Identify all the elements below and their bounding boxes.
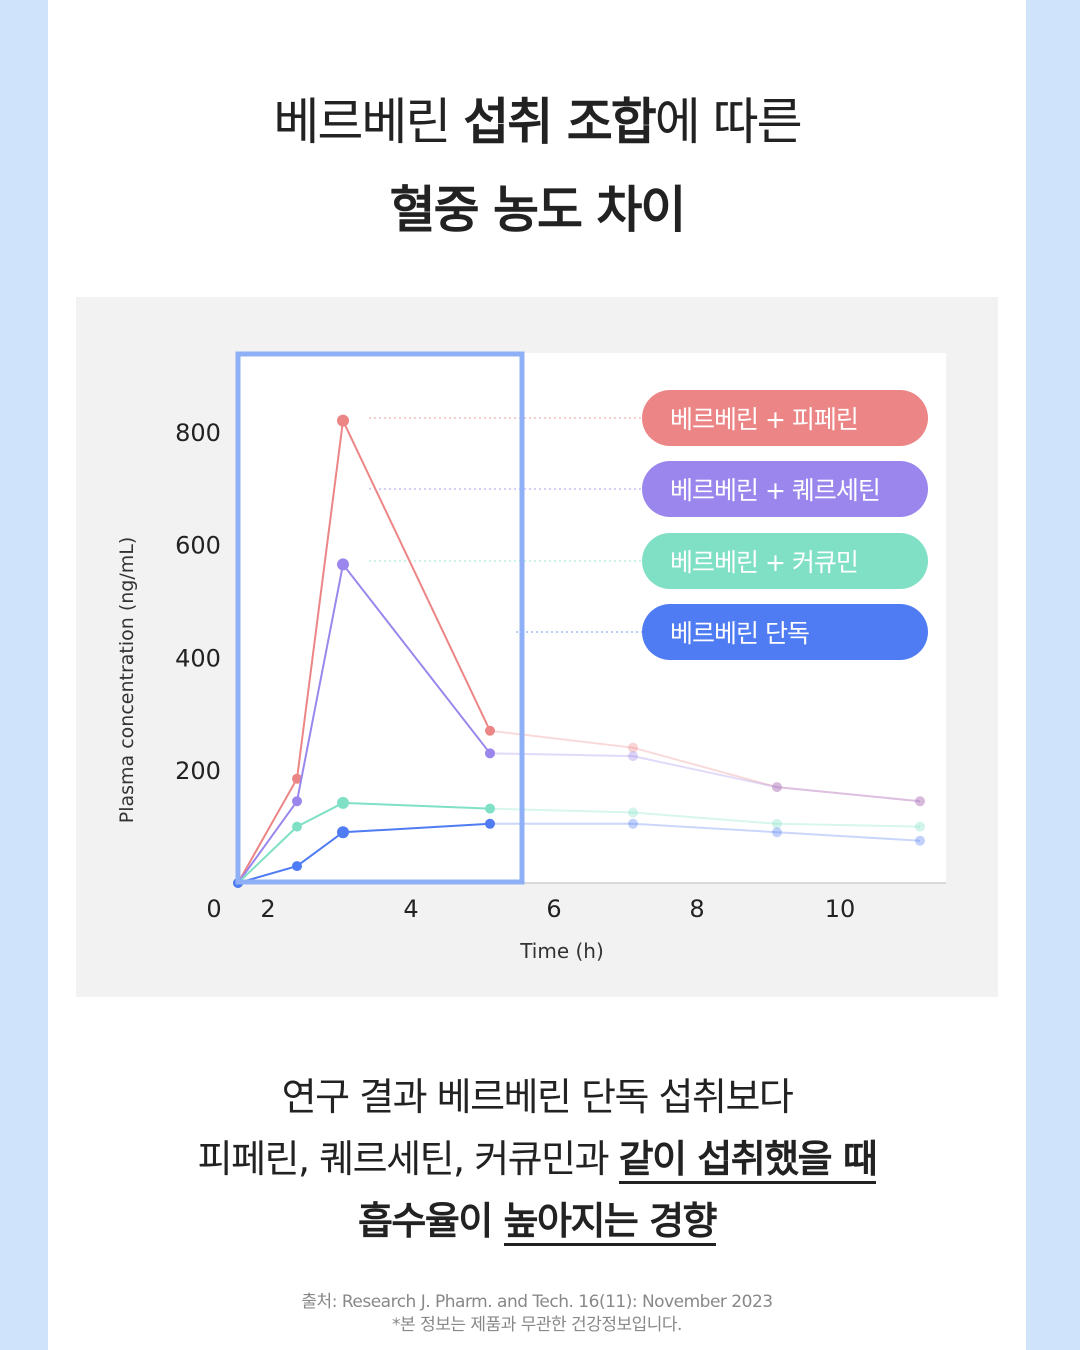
legend-item: 베르베린 단독 [642,604,928,660]
data-point [485,803,495,814]
page-title-line1: 베르베린 섭취 조합에 따른 [273,93,802,151]
series-line-faded [490,822,921,842]
y-tick-label: 400 [175,644,221,672]
x-tick-label: 8 [689,895,704,923]
data-point [628,807,638,818]
data-point [628,818,638,829]
source-citation: 출처: Research J. Pharm. and Tech. 16(11):… [301,1292,773,1312]
data-point [337,826,349,839]
content-card: 베르베린 섭취 조합에 따른 혈중 농도 차이 200 400 600 800 0 2 4 6… [48,0,1026,1350]
series-line-faded [489,752,921,803]
x-tick-label: 10 [825,895,856,923]
page-title-line2: 혈중 농도 차이 [389,181,687,239]
data-point [915,835,925,846]
y-tick-label: 200 [175,757,221,785]
series-line [237,417,491,884]
data-point [292,773,302,784]
data-point [915,821,925,832]
data-point [485,818,495,829]
legend-item: 베르베린 + 커큐민 [642,533,928,589]
data-point [628,751,638,762]
disclaimer: *본 정보는 제품과 무관한 건강정보입니다. [392,1315,682,1335]
conclusion-line3: 흡수율이 높아지는 경향 [48,1190,1026,1246]
x-tick-label: 6 [546,895,561,923]
data-point [628,742,638,753]
series-line [237,801,491,884]
highlight-box [235,351,525,885]
x-tick-label: 4 [403,895,418,923]
data-point [772,782,782,793]
data-point [337,558,349,571]
x-tick-label: 2 [260,895,275,923]
data-point [292,821,302,832]
data-point [292,796,302,807]
y-axis-label: Plasma concentration (ng/mL) [116,537,138,824]
data-point [772,782,782,793]
data-point [915,796,925,807]
x-axis-label: Time (h) [519,939,604,963]
data-point [337,796,349,809]
data-point [292,861,302,872]
y-tick-label: 800 [175,419,221,447]
legend-item: 베르베린 + 피페린 [642,390,928,446]
data-point [337,414,349,427]
conclusion-line1: 연구 결과 베르베린 단독 섭취보다 [281,1075,794,1119]
series-line-faded [489,729,921,803]
conclusion-line2: 피페린, 퀘르세틴, 커큐민과 같이 섭취했을 때 [48,1128,1026,1184]
series-line [237,562,491,884]
legend-item: 베르베린 + 퀘르세틴 [642,461,928,517]
data-point [485,748,495,759]
series-line-faded [489,807,921,828]
data-point [915,796,925,807]
y-tick-label: 600 [175,532,221,560]
chart-panel: 200 400 600 800 0 2 4 6 8 10 Time (h) Plasma concen… [76,297,998,997]
data-point [485,725,495,736]
x-tick-label: 0 [206,895,221,923]
data-point [772,827,782,838]
series-line [237,822,491,884]
data-point [772,818,782,829]
